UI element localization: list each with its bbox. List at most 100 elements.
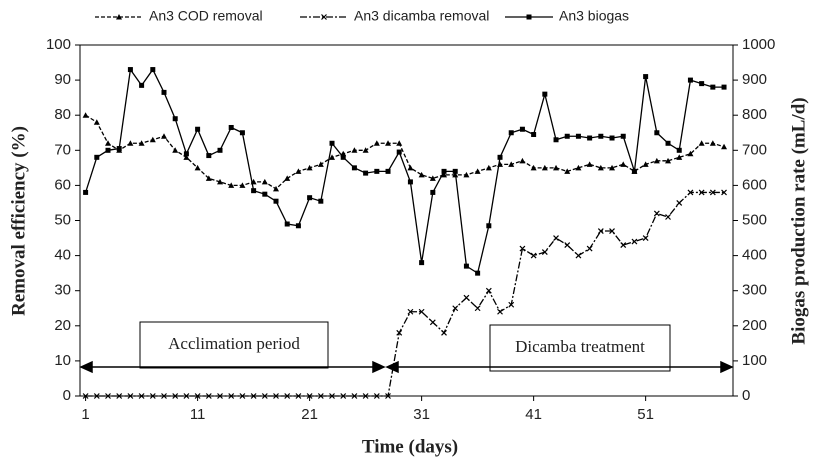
point — [273, 198, 279, 204]
point — [508, 161, 515, 167]
point — [541, 164, 548, 171]
point — [676, 154, 683, 160]
point — [643, 74, 649, 80]
x-tick-label: 11 — [190, 406, 206, 423]
point — [586, 161, 593, 167]
point — [474, 305, 481, 312]
point — [116, 393, 123, 399]
point — [273, 185, 280, 192]
point — [149, 136, 156, 143]
y2-tick-label: 700 — [742, 141, 767, 158]
point — [441, 168, 447, 174]
point — [586, 245, 593, 252]
x-tick-label: 51 — [637, 406, 654, 423]
point — [373, 140, 380, 146]
point — [161, 393, 167, 399]
point — [597, 164, 604, 171]
point — [239, 182, 246, 188]
point — [609, 135, 615, 141]
period-arrows — [79, 360, 734, 374]
point — [105, 393, 111, 399]
point — [699, 81, 705, 87]
point — [306, 164, 313, 171]
point — [452, 168, 458, 174]
point — [217, 147, 223, 153]
point — [709, 189, 716, 196]
point — [150, 67, 156, 73]
y2-tick-label: 400 — [742, 247, 767, 264]
point — [228, 182, 235, 188]
point — [250, 393, 257, 399]
point — [284, 393, 291, 399]
point — [474, 168, 481, 174]
point — [251, 188, 257, 194]
point — [485, 287, 492, 294]
point — [676, 147, 682, 153]
point — [653, 210, 660, 217]
point — [531, 132, 537, 138]
point — [116, 146, 122, 152]
point — [597, 228, 604, 234]
point — [665, 140, 671, 146]
point — [205, 393, 212, 399]
point — [542, 91, 548, 97]
point — [284, 221, 290, 227]
y-tick-label: 0 — [63, 387, 71, 404]
point — [497, 308, 503, 315]
series-line — [85, 191, 725, 397]
point — [429, 319, 436, 326]
y2-tick-label: 0 — [742, 387, 750, 404]
point — [519, 245, 526, 252]
point — [396, 140, 403, 146]
point — [93, 119, 100, 125]
point — [94, 154, 100, 160]
point — [721, 143, 728, 150]
point — [676, 200, 683, 206]
point — [620, 133, 626, 139]
x-tick-label: 41 — [525, 406, 542, 423]
annotation: Acclimation period — [168, 334, 300, 353]
point — [351, 147, 358, 153]
point — [351, 393, 358, 399]
annotation: Dicamba treatment — [515, 337, 645, 356]
point — [430, 189, 436, 195]
point — [172, 116, 178, 122]
x-axis-label: Time (days) — [362, 436, 458, 457]
point — [452, 305, 459, 312]
y2-tick-label: 600 — [742, 176, 767, 193]
point — [374, 168, 380, 174]
point — [329, 154, 336, 160]
point — [687, 189, 694, 196]
point — [665, 214, 671, 220]
y2-tick-label: 500 — [742, 211, 767, 228]
point — [385, 140, 392, 146]
point — [373, 393, 380, 399]
y2-tick-label: 100 — [742, 352, 767, 369]
point — [307, 195, 313, 201]
point — [541, 249, 548, 256]
point — [575, 252, 582, 259]
point — [183, 154, 190, 160]
point — [105, 140, 112, 146]
legend-marker — [321, 14, 327, 20]
point — [609, 228, 615, 234]
point — [441, 171, 448, 178]
point — [407, 179, 413, 185]
point — [698, 189, 705, 196]
point — [351, 165, 357, 171]
point — [261, 393, 268, 399]
y2-tick-label: 200 — [742, 317, 767, 334]
y-tick-label: 50 — [54, 211, 71, 228]
point — [295, 168, 302, 174]
point — [340, 154, 346, 160]
y-axis-label: Removal efficiency (%) — [8, 126, 29, 316]
point — [127, 393, 134, 399]
point — [519, 126, 525, 132]
point — [575, 133, 581, 139]
point — [239, 393, 246, 399]
point — [295, 393, 302, 399]
point — [217, 393, 223, 399]
point — [217, 178, 224, 185]
point — [564, 168, 571, 174]
